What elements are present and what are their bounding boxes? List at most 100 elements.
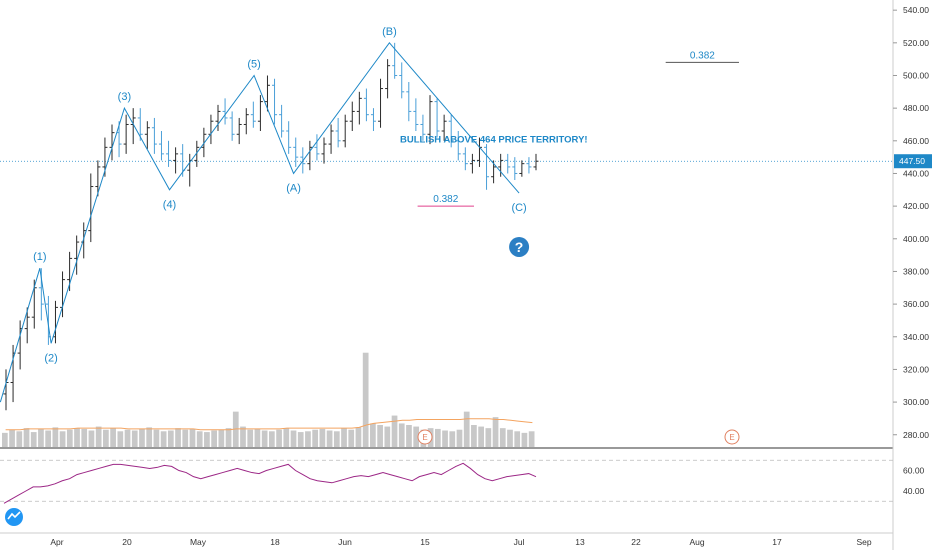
ohlc-bar <box>88 173 94 243</box>
ohlc-bar <box>462 147 468 171</box>
wave-label: (5) <box>247 58 260 70</box>
ohlc-bar <box>498 153 504 177</box>
volume-bar <box>110 428 116 447</box>
time-tick-label: May <box>190 537 207 547</box>
volume-bar <box>283 428 290 447</box>
volume-bar <box>189 428 196 447</box>
volume-bar <box>449 431 456 447</box>
wave-label: (3) <box>118 91 131 103</box>
price-tick-label: 480.00 <box>903 103 929 113</box>
volume-ma-line <box>5 418 533 431</box>
time-tick-label: Jul <box>514 537 525 547</box>
price-tick-label: 440.00 <box>903 168 929 178</box>
time-tick-label: 18 <box>270 537 280 547</box>
volume-bar <box>81 428 88 447</box>
wave-label: (1) <box>33 251 46 263</box>
ohlc-bar <box>279 104 285 138</box>
ohlc-bar <box>441 114 447 141</box>
wave-label: (2) <box>44 352 57 364</box>
price-tick-label: 460.00 <box>903 136 929 146</box>
ohlc-bar <box>173 147 179 174</box>
ohlc-bar <box>307 140 313 171</box>
axes: 540.00 520.00 500.00 480.00 460.00 440.00 420.… <box>50 5 932 547</box>
ohlc-bar <box>455 131 461 161</box>
ohlc-bar <box>243 108 249 135</box>
volume-bar <box>66 429 73 447</box>
rsi-pane: 60.00 40.00 <box>0 459 925 504</box>
ohlc-bar <box>505 153 511 174</box>
time-tick-label: Apr <box>50 537 63 547</box>
current-price-label: 447.50 <box>899 156 925 166</box>
volume-bar <box>74 428 80 447</box>
ohlc-bar <box>95 160 101 197</box>
volume-bar <box>30 432 37 447</box>
volume-bar <box>254 428 261 447</box>
ohlc-bar <box>130 108 136 145</box>
ohlc-bar <box>526 157 532 174</box>
volume-bar <box>499 428 506 447</box>
volume-bar <box>59 431 66 447</box>
volume-bar <box>456 429 463 447</box>
earnings-marker-label: E <box>422 433 427 442</box>
volume-bar <box>377 425 383 447</box>
volume-bar <box>312 429 319 447</box>
volume-bar <box>124 429 131 447</box>
ohlc-bar <box>151 117 157 154</box>
volume-bar <box>319 428 326 447</box>
volume-bar <box>362 352 369 447</box>
volume-bar <box>528 431 535 447</box>
earnings-marker-label: E <box>729 433 734 442</box>
wave-label: (B) <box>382 26 397 38</box>
volume-bar <box>103 429 109 447</box>
volume-bar <box>16 431 23 447</box>
wave-label: (4) <box>163 199 176 211</box>
volume-bar <box>471 425 477 447</box>
volume-bar <box>45 430 52 447</box>
ohlc-bar <box>385 59 391 99</box>
ohlc-bar <box>406 82 412 122</box>
volume-bar <box>305 431 311 447</box>
ohlc-bar <box>420 114 426 141</box>
ohlc-bar <box>137 108 143 141</box>
ohlc-bar <box>109 124 115 161</box>
ohlc-bar <box>257 95 263 132</box>
volume-bar <box>514 431 521 447</box>
ohlc-bar <box>250 101 256 128</box>
ohlc-bar <box>370 108 376 132</box>
ohlc-bar <box>272 78 278 125</box>
volume-bar <box>9 429 15 447</box>
wave-label: (A) <box>286 182 301 194</box>
rsi-tick-label: 40.00 <box>903 486 925 496</box>
time-tick-label: 22 <box>631 537 641 547</box>
question-marker-icon: ? <box>515 239 524 255</box>
ohlc-bar <box>293 137 299 167</box>
volume-bar <box>355 427 362 447</box>
volume-bar <box>52 427 59 447</box>
annotation-note: BULLISH ABOVE 464 PRICE TERRITORY! <box>400 134 588 145</box>
ohlc-bar <box>123 114 129 154</box>
volume-bar <box>398 423 405 447</box>
volume-bar <box>521 432 528 447</box>
volume-bar <box>38 428 44 447</box>
logo-mark <box>7 511 21 520</box>
time-tick-label: Aug <box>689 537 704 547</box>
volume-bar <box>95 426 102 447</box>
ohlc-bar <box>222 98 228 125</box>
elliott-wave-lines: (1) (2) (3) (4) (5) (A) (B) (C) <box>0 26 527 403</box>
earnings-marker <box>417 429 433 445</box>
price-tick-label: 320.00 <box>903 364 929 374</box>
volume-bars <box>2 352 535 447</box>
price-tick-label: 540.00 <box>903 5 929 15</box>
wave-path <box>0 42 520 403</box>
ohlc-bar <box>24 307 30 344</box>
ohlc-bar <box>519 160 525 177</box>
ohlc-bar <box>236 117 242 145</box>
ohlc-bar <box>427 95 433 145</box>
current-price-badge <box>894 154 932 169</box>
volume-bar <box>406 425 412 447</box>
volume-bar <box>507 429 513 447</box>
time-tick-label: 15 <box>420 537 430 547</box>
